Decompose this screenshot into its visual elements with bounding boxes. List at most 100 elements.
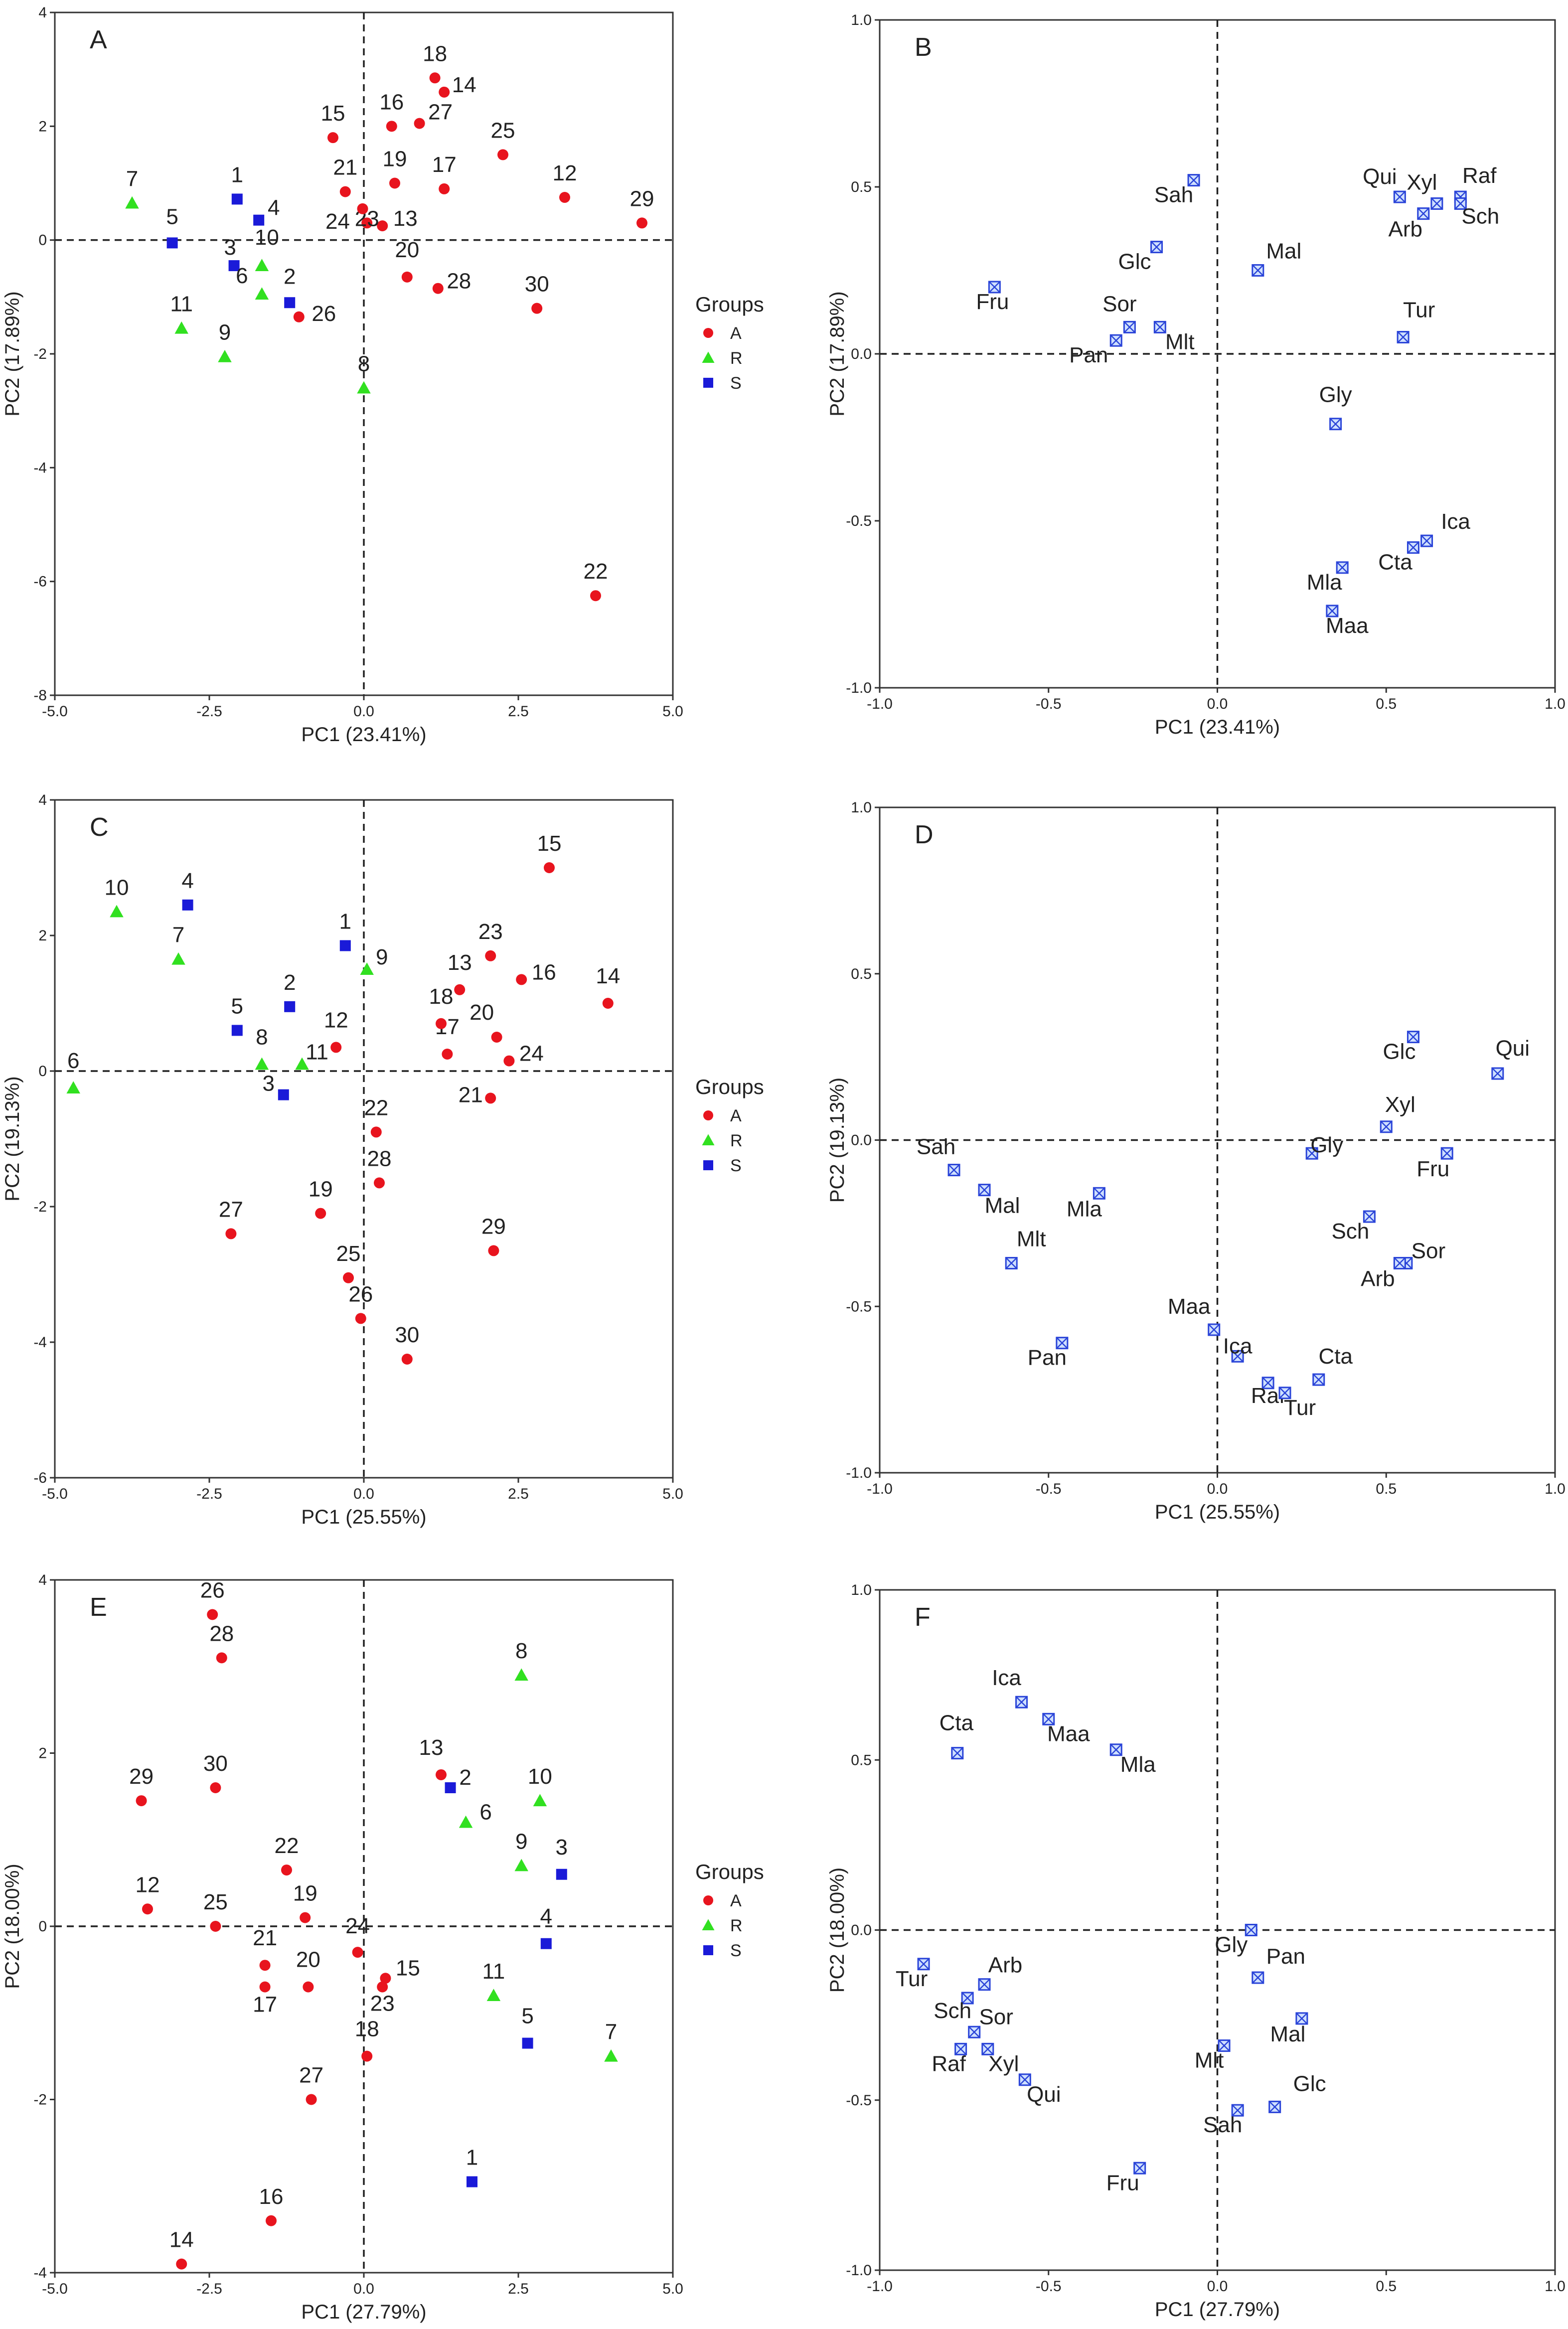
score-label-5: 5 bbox=[521, 2004, 533, 2028]
score-point-30 bbox=[531, 303, 543, 314]
score-label-29: 29 bbox=[129, 1764, 154, 1789]
score-label-4: 4 bbox=[268, 196, 280, 220]
loading-label-ica: Ica bbox=[1223, 1334, 1253, 1358]
loading-label-mal: Mal bbox=[1266, 239, 1301, 264]
loading-point-ica bbox=[1420, 534, 1433, 547]
x-tick-label: -1.0 bbox=[867, 2278, 893, 2295]
loading-label-pan: Pan bbox=[1266, 1944, 1305, 1969]
loading-label-xyl: Xyl bbox=[988, 2051, 1019, 2076]
score-point-21 bbox=[259, 1960, 271, 1971]
score-label-21: 21 bbox=[333, 155, 357, 180]
score-label-27: 27 bbox=[299, 2063, 323, 2088]
legend-marker-s bbox=[703, 1945, 713, 1955]
score-point-9 bbox=[218, 349, 232, 362]
y-tick-label: -2 bbox=[33, 1199, 47, 1215]
score-label-13: 13 bbox=[419, 1735, 444, 1760]
score-point-24 bbox=[357, 203, 368, 214]
score-point-14 bbox=[602, 998, 614, 1009]
x-tick-label: -2.5 bbox=[196, 1486, 222, 1502]
groups-legend: Groups ARS bbox=[695, 1860, 764, 1960]
score-label-27: 27 bbox=[428, 100, 453, 125]
score-point-5 bbox=[522, 2037, 533, 2049]
score-point-23 bbox=[377, 1981, 388, 1993]
loading-label-pan: Pan bbox=[1028, 1346, 1067, 1370]
loading-point-maa bbox=[1042, 1712, 1055, 1725]
loading-point-fru bbox=[1440, 1147, 1453, 1160]
score-label-1: 1 bbox=[339, 909, 351, 933]
loading-label-mal: Mal bbox=[985, 1194, 1020, 1218]
score-point-22 bbox=[281, 1864, 292, 1876]
y-tick-label: 0.5 bbox=[851, 179, 872, 195]
x-tick-label: 0.0 bbox=[1207, 1481, 1228, 1497]
loading-point-gly bbox=[1245, 1924, 1257, 1936]
y-tick-label: 0 bbox=[38, 1063, 47, 1080]
x-tick-label: 2.5 bbox=[508, 2281, 529, 2297]
loading-label-fru: Fru bbox=[1416, 1157, 1449, 1181]
y-tick-label: 0.5 bbox=[851, 966, 872, 982]
score-label-12: 12 bbox=[324, 1008, 348, 1032]
loading-label-arb: Arb bbox=[988, 1953, 1022, 1978]
legend-title: Groups bbox=[695, 1075, 764, 1098]
legend-label-s: S bbox=[730, 374, 742, 393]
legend-label-s: S bbox=[730, 1941, 742, 1960]
score-label-8: 8 bbox=[358, 352, 370, 376]
score-label-8: 8 bbox=[256, 1025, 268, 1049]
y-tick-label: -2 bbox=[33, 346, 47, 362]
score-label-18: 18 bbox=[355, 2017, 379, 2041]
y-tick-label: 1.0 bbox=[851, 1582, 872, 1598]
loading-point-raf bbox=[954, 2042, 967, 2055]
score-point-22 bbox=[370, 1126, 382, 1138]
loading-label-mla: Mla bbox=[1307, 570, 1342, 595]
loading-label-fru: Fru bbox=[976, 290, 1009, 314]
score-label-22: 22 bbox=[364, 1095, 388, 1120]
score-label-1: 1 bbox=[231, 162, 243, 187]
panel-letter: B bbox=[915, 33, 932, 62]
legend-label-s: S bbox=[730, 1156, 742, 1175]
loading-label-cta: Cta bbox=[1378, 550, 1412, 575]
score-point-4 bbox=[253, 214, 265, 226]
score-label-9: 9 bbox=[219, 320, 231, 345]
score-point-6 bbox=[255, 287, 269, 300]
score-label-6: 6 bbox=[236, 264, 248, 288]
loading-label-maa: Maa bbox=[1168, 1294, 1211, 1319]
score-point-19 bbox=[315, 1208, 326, 1219]
loading-point-sah bbox=[947, 1164, 960, 1177]
score-label-16: 16 bbox=[532, 960, 556, 984]
score-point-10 bbox=[533, 1794, 547, 1807]
score-point-14 bbox=[439, 86, 450, 98]
loading-point-cta bbox=[951, 1747, 964, 1760]
score-point-11 bbox=[295, 1057, 309, 1070]
score-label-30: 30 bbox=[395, 1323, 419, 1347]
score-label-5: 5 bbox=[166, 204, 178, 229]
loading-point-sor bbox=[968, 2025, 981, 2038]
y-tick-label: 0 bbox=[38, 232, 47, 249]
score-label-14: 14 bbox=[169, 2228, 194, 2252]
loading-point-glc bbox=[1268, 2100, 1281, 2113]
y-tick-label: 4 bbox=[38, 1572, 47, 1588]
score-point-20 bbox=[303, 1981, 314, 1993]
score-label-18: 18 bbox=[429, 984, 454, 1009]
loading-label-gly: Gly bbox=[1215, 1933, 1248, 1957]
score-label-4: 4 bbox=[181, 869, 193, 893]
x-tick-label: -0.5 bbox=[1036, 696, 1062, 712]
score-label-21: 21 bbox=[459, 1083, 483, 1107]
y-tick-label: -4 bbox=[33, 2265, 47, 2281]
y-axis-title: PC2 (17.89%) bbox=[1, 291, 23, 416]
score-point-16 bbox=[266, 2215, 277, 2226]
x-tick-label: 0.5 bbox=[1376, 2278, 1397, 2295]
y-tick-label: 0.0 bbox=[851, 346, 872, 362]
score-point-20 bbox=[401, 271, 413, 283]
groups-legend: Groups ARS bbox=[695, 293, 764, 393]
score-label-16: 16 bbox=[379, 90, 404, 114]
x-axis-title: PC1 (23.41%) bbox=[1155, 716, 1280, 738]
score-label-30: 30 bbox=[525, 272, 549, 297]
x-tick-label: 0.5 bbox=[1376, 1481, 1397, 1497]
x-axis-title: PC1 (27.79%) bbox=[301, 2301, 426, 2323]
loading-label-gly: Gly bbox=[1310, 1133, 1343, 1157]
x-tick-label: 1.0 bbox=[1545, 696, 1566, 712]
score-point-28 bbox=[432, 283, 444, 294]
loading-label-cta: Cta bbox=[940, 1711, 974, 1735]
y-tick-label: -6 bbox=[33, 574, 47, 590]
loading-label-sor: Sor bbox=[1102, 292, 1136, 316]
x-tick-label: 2.5 bbox=[508, 1486, 529, 1502]
